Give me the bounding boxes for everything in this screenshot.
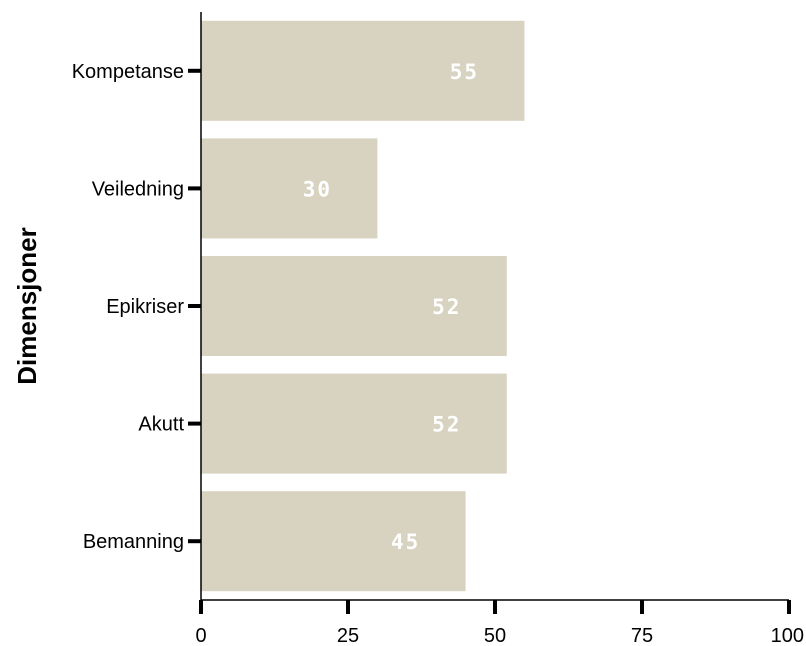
y-axis-title: Dimensjoner xyxy=(12,227,42,385)
category-label-akutt: Akutt xyxy=(138,414,184,436)
value-label-epikriser: 52 xyxy=(432,295,461,319)
bar-kompetanse xyxy=(201,20,525,121)
x-tick-label-0: 0 xyxy=(195,625,206,646)
x-tick-label-100: 100 xyxy=(771,625,804,646)
value-label-bemanning: 45 xyxy=(391,530,420,554)
value-label-veiledning: 30 xyxy=(303,177,332,201)
bar-epikriser xyxy=(201,256,507,356)
x-axis-ticks: 0 25 50 75 100 xyxy=(195,600,804,646)
value-label-kompetanse: 55 xyxy=(450,60,479,84)
x-tick-label-75: 75 xyxy=(631,625,653,646)
x-tick-label-50: 50 xyxy=(484,625,506,646)
category-label-kompetanse: Kompetanse xyxy=(72,61,184,83)
bars-group xyxy=(201,20,525,592)
bar-bemanning xyxy=(201,491,466,592)
category-label-bemanning: Bemanning xyxy=(83,531,184,553)
bar-akutt xyxy=(201,373,507,474)
category-label-veiledning: Veiledning xyxy=(92,178,184,200)
category-label-epikriser: Epikriser xyxy=(106,296,184,318)
y-axis-ticks: Kompetanse Veiledning Epikriser Akutt Bemann… xyxy=(72,61,201,553)
bar-veiledning xyxy=(201,138,378,239)
value-label-akutt: 52 xyxy=(432,413,461,437)
value-labels-group: 55 30 52 52 45 xyxy=(303,60,479,554)
x-tick-label-25: 25 xyxy=(337,625,359,646)
